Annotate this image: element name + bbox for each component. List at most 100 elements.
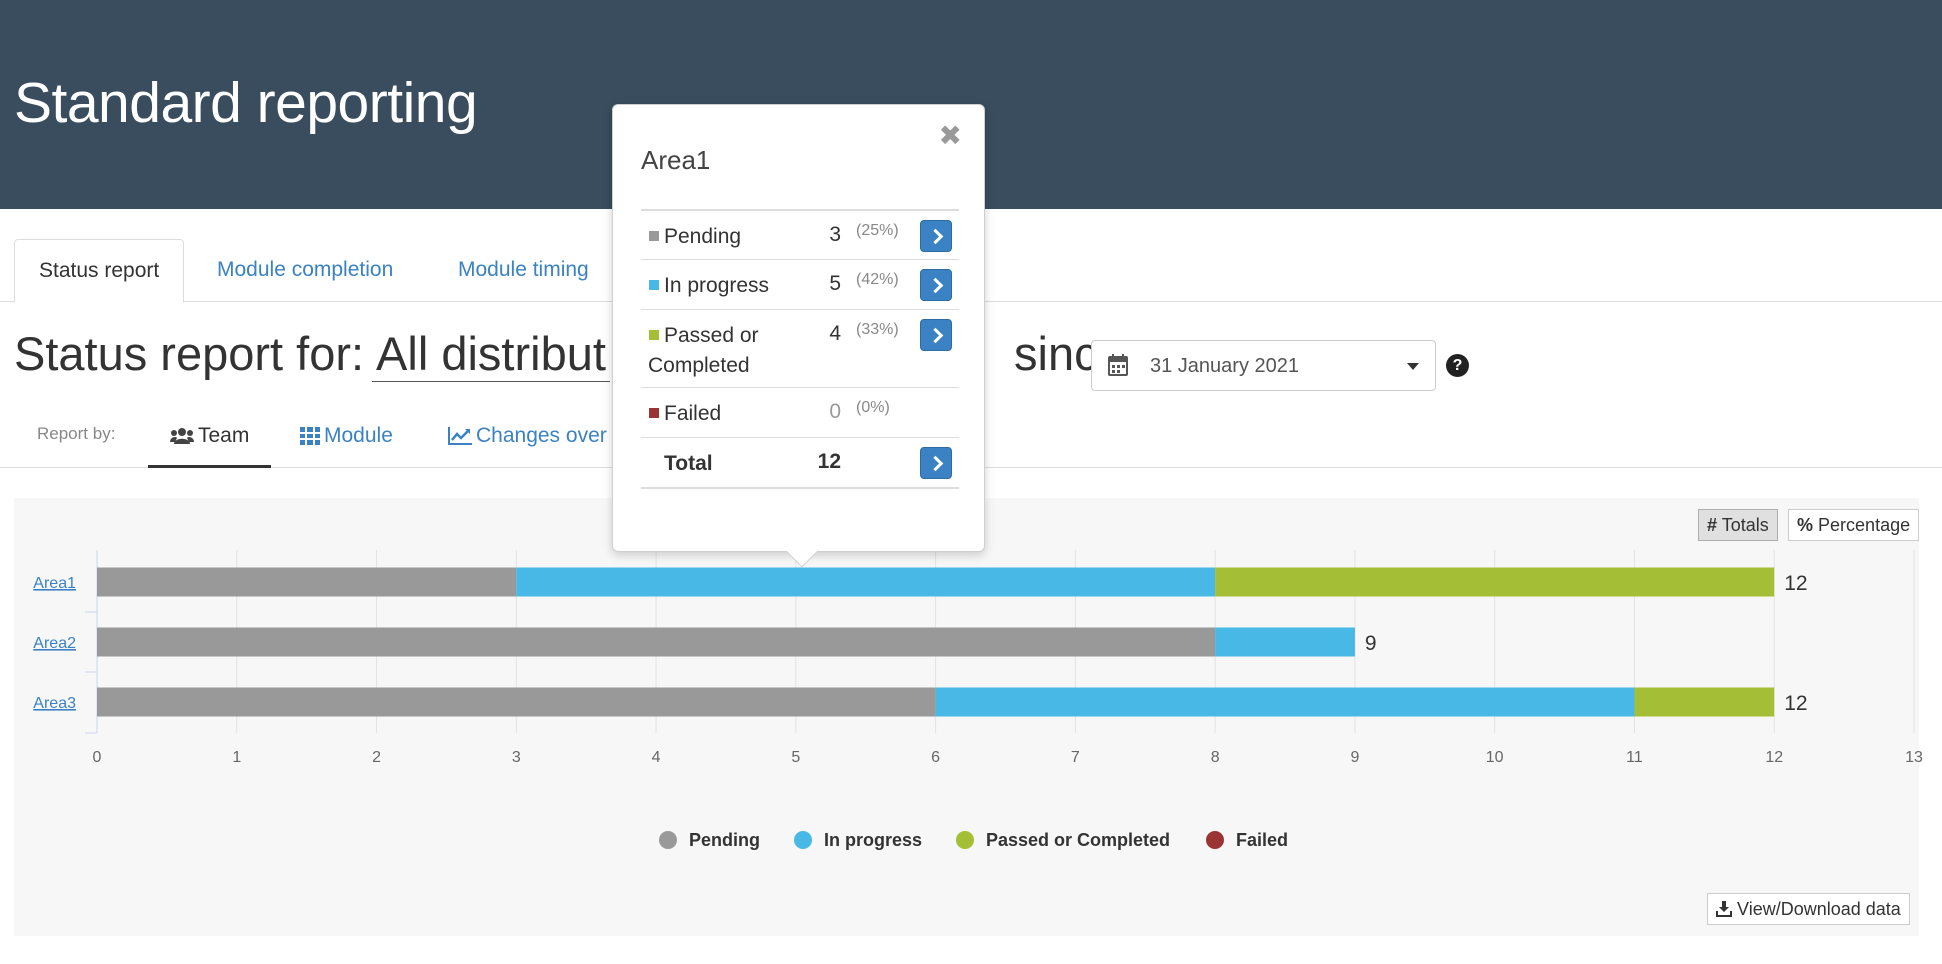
go-total-button[interactable] — [920, 447, 952, 479]
row-value: 3 — [829, 223, 841, 246]
report-by-module[interactable]: Module — [300, 424, 393, 468]
status-prefix: Status report for: — [14, 327, 365, 380]
help-icon[interactable]: ? — [1446, 354, 1469, 377]
bar-segment[interactable] — [1634, 687, 1775, 717]
bar-segment[interactable] — [935, 687, 1635, 717]
total-name: Total — [664, 452, 713, 475]
popover-row-total: Total 12 — [641, 437, 959, 489]
row-value: 5 — [829, 272, 841, 295]
x-tick-label: 10 — [1486, 749, 1504, 766]
in-progress-swatch — [649, 280, 659, 290]
line-chart-icon — [448, 427, 472, 445]
legend-marker — [1206, 831, 1224, 849]
tab-module-timing[interactable]: Module timing — [458, 258, 589, 281]
x-tick-label: 7 — [1071, 749, 1080, 766]
percent-icon: % — [1797, 515, 1814, 535]
row-name: In progress — [664, 274, 770, 297]
row-percent: (0%) — [856, 399, 890, 416]
popover-row-in-progress: In progress 5 (42%) — [641, 259, 959, 309]
download-label: View/Download data — [1737, 899, 1901, 919]
bar-segment[interactable] — [1215, 567, 1775, 597]
popover-row-pending: Pending 3 (25%) — [641, 209, 959, 259]
popover-row-failed: Failed 0 (0%) — [641, 387, 959, 437]
distribution-selector[interactable]: All distribut — [372, 326, 610, 382]
x-tick-label: 13 — [1905, 749, 1923, 766]
report-by-changes-label: Changes over — [476, 424, 607, 447]
x-tick-label: 5 — [791, 749, 800, 766]
category-label[interactable]: Area3 — [33, 695, 76, 712]
page-title: Standard reporting — [14, 71, 478, 135]
x-tick-label: 3 — [512, 749, 521, 766]
passed-swatch — [649, 330, 659, 340]
x-tick-label: 8 — [1211, 749, 1220, 766]
row-name: Pending — [664, 225, 742, 248]
row-percent: (25%) — [856, 222, 899, 239]
area-popover: ✖ Area1 Pending 3 (25%) In progress 5 (4… — [612, 104, 985, 568]
users-icon — [170, 428, 194, 444]
legend-item[interactable]: Passed or Completed — [986, 830, 1170, 850]
bar-segment[interactable] — [516, 567, 1216, 597]
x-tick-label: 0 — [93, 749, 102, 766]
category-label[interactable]: Area2 — [33, 635, 76, 652]
report-by-label: Report by: — [37, 424, 116, 443]
tab-module-completion[interactable]: Module completion — [217, 258, 394, 281]
failed-swatch — [649, 408, 659, 418]
x-tick-label: 2 — [372, 749, 381, 766]
chevron-down-icon — [1407, 363, 1419, 370]
percentage-toggle[interactable]: % Percentage — [1788, 509, 1920, 541]
bar-segment[interactable] — [1215, 627, 1355, 657]
total-value: 12 — [817, 450, 841, 473]
tab-status-report[interactable]: Status report — [14, 239, 185, 303]
calendar-icon — [1108, 354, 1128, 376]
legend-item[interactable]: Pending — [689, 830, 760, 850]
grid-icon — [300, 427, 320, 445]
go-passed-button[interactable] — [920, 319, 952, 351]
pending-swatch — [649, 231, 659, 241]
report-by-team[interactable]: Team — [148, 424, 272, 468]
chart-legend: Pending In progress Passed or Completed Fai… — [659, 830, 1288, 850]
date-picker[interactable]: 31 January 2021 — [1091, 340, 1436, 391]
row-value: 0 — [829, 400, 841, 423]
legend-item[interactable]: In progress — [824, 830, 922, 850]
x-tick-label: 9 — [1350, 749, 1359, 766]
bar-total-label: 12 — [1784, 692, 1807, 715]
close-icon[interactable]: ✖ — [938, 120, 962, 151]
report-by-changes[interactable]: Changes over — [448, 424, 607, 468]
row-percent: (42%) — [856, 271, 899, 288]
download-data-button[interactable]: View/Download data — [1707, 893, 1910, 925]
totals-toggle[interactable]: # Totals — [1698, 509, 1778, 541]
row-name: Failed — [664, 402, 722, 425]
download-icon — [1716, 901, 1732, 917]
chart-bars — [97, 567, 1775, 717]
hash-icon: # — [1707, 515, 1718, 535]
row-percent: (33%) — [856, 321, 899, 338]
percentage-label: Percentage — [1818, 515, 1911, 535]
category-label[interactable]: Area1 — [33, 575, 76, 592]
legend-marker — [794, 831, 812, 849]
report-by-module-label: Module — [324, 424, 393, 447]
bar-segment[interactable] — [97, 567, 517, 597]
x-tick-label: 4 — [652, 749, 661, 766]
row-name: Passed or Completed — [648, 324, 759, 377]
date-value: 31 January 2021 — [1150, 355, 1300, 377]
popover-title: Area1 — [641, 145, 711, 175]
legend-marker — [956, 831, 974, 849]
report-by-team-label: Team — [198, 424, 250, 447]
bar-segment[interactable] — [97, 627, 1216, 657]
go-pending-button[interactable] — [920, 220, 952, 252]
x-tick-label: 1 — [232, 749, 241, 766]
bar-total-label: 12 — [1784, 572, 1807, 595]
popover-row-passed: Passed or Completed 4 (33%) — [641, 309, 959, 387]
popover-table: Pending 3 (25%) In progress 5 (42%) Pass… — [641, 209, 959, 489]
x-tick-label: 12 — [1765, 749, 1783, 766]
x-tick-label: 11 — [1626, 749, 1643, 766]
bar-segment[interactable] — [97, 687, 936, 717]
legend-item[interactable]: Failed — [1236, 830, 1288, 850]
bar-total-label: 9 — [1365, 632, 1377, 655]
legend-marker — [659, 831, 677, 849]
row-value: 4 — [829, 322, 841, 345]
go-in-progress-button[interactable] — [920, 269, 952, 301]
x-tick-label: 6 — [931, 749, 940, 766]
